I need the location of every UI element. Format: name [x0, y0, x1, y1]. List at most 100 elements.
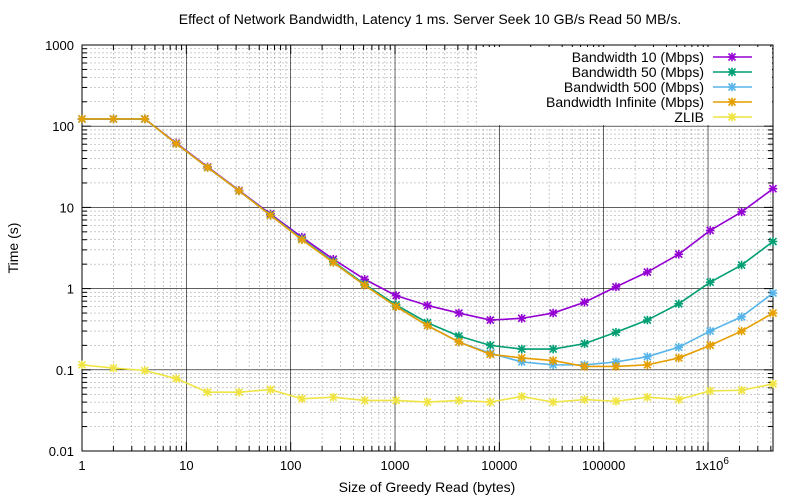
data-point	[580, 339, 589, 348]
data-point	[391, 396, 401, 405]
data-point	[705, 277, 715, 287]
data-point	[391, 291, 401, 300]
chart-title: Effect of Network Bandwidth, Latency 1 m…	[179, 11, 681, 27]
data-point	[580, 395, 589, 404]
data-point	[674, 299, 684, 309]
data-point	[611, 396, 621, 406]
data-point	[674, 353, 684, 363]
data-point	[580, 362, 589, 371]
data-point	[454, 308, 464, 318]
data-point	[737, 260, 746, 270]
data-point	[643, 392, 652, 402]
data-point	[77, 360, 87, 370]
series-4	[77, 360, 778, 407]
data-point	[77, 114, 87, 124]
ticks: 0.01 0.1 1 10 100 1000 1 10 100 1000 10000 100000 1x…	[45, 38, 773, 473]
x-tick-label: 100	[280, 458, 302, 473]
data-point	[423, 321, 432, 330]
data-point	[517, 314, 527, 323]
data-point	[737, 326, 746, 336]
legend-label: Bandwidth Infinite (Mbps)	[546, 94, 704, 110]
data-point	[486, 315, 495, 325]
data-point	[705, 326, 715, 336]
data-point	[328, 258, 338, 267]
data-point	[705, 226, 715, 235]
data-point	[486, 397, 495, 407]
data-point	[548, 397, 558, 407]
data-point	[109, 363, 118, 373]
plot-frame	[81, 44, 774, 452]
data-point	[171, 139, 181, 148]
y-tick-label: 100	[52, 119, 74, 134]
data-point	[328, 392, 338, 402]
data-point	[611, 327, 621, 337]
data-point	[109, 114, 118, 124]
data-point	[266, 385, 275, 394]
data-point	[234, 387, 244, 397]
legend-marker	[727, 112, 737, 122]
data-point	[360, 396, 369, 405]
data-point	[768, 288, 778, 298]
x-tick-label: 10000	[481, 458, 517, 473]
data-point	[580, 297, 589, 307]
data-point	[423, 301, 432, 310]
series-layer	[77, 114, 778, 407]
x-tick-label: 100000	[582, 458, 625, 473]
y-tick-label: 1000	[45, 38, 74, 53]
data-point	[517, 353, 527, 363]
series-line	[82, 118, 774, 321]
data-point	[548, 344, 558, 354]
y-axis-title: Time (s)	[5, 223, 21, 274]
data-point	[768, 237, 778, 246]
data-point	[454, 337, 464, 347]
series-line	[82, 118, 774, 350]
data-point	[674, 395, 684, 404]
data-point	[674, 249, 684, 259]
series-3	[77, 114, 778, 371]
series-line	[81, 364, 774, 403]
data-point	[423, 397, 432, 407]
data-point	[548, 356, 558, 365]
legend-label: Bandwidth 500 (Mbps)	[564, 79, 704, 95]
data-point	[297, 394, 307, 404]
data-point	[548, 308, 558, 318]
grid	[81, 45, 773, 452]
data-point	[140, 114, 150, 124]
legend-marker	[727, 67, 737, 77]
x-tick-label: 1x106	[695, 456, 729, 473]
data-point	[297, 235, 307, 245]
data-point	[171, 374, 181, 383]
y-tick-label: 0.01	[49, 444, 74, 459]
data-point	[768, 379, 778, 389]
data-point	[737, 207, 746, 217]
data-point	[611, 362, 621, 371]
data-point	[737, 312, 746, 322]
series-0	[77, 114, 778, 325]
legend-label: Bandwidth 50 (Mbps)	[572, 64, 704, 80]
x-tick-label: 10	[179, 458, 193, 473]
data-point	[391, 302, 401, 311]
data-point	[360, 280, 369, 290]
data-point	[454, 396, 464, 405]
data-point	[674, 342, 684, 352]
data-point	[737, 385, 746, 395]
data-point	[705, 386, 715, 396]
legend-marker	[727, 82, 737, 92]
data-point	[203, 387, 212, 397]
x-tick-label: 1	[78, 458, 85, 473]
data-point	[486, 341, 495, 350]
legend: Bandwidth 10 (Mbps)Bandwidth 50 (Mbps)Ba…	[546, 49, 752, 125]
x-tick-label: 1000	[381, 458, 410, 473]
y-tick-label: 0.1	[56, 363, 74, 378]
legend-label: Bandwidth 10 (Mbps)	[572, 49, 704, 65]
data-point	[266, 210, 275, 220]
data-point	[517, 344, 527, 354]
data-point	[611, 282, 621, 292]
data-point	[643, 315, 652, 325]
data-point	[234, 186, 244, 196]
legend-marker	[727, 97, 737, 107]
y-tick-label: 10	[60, 200, 74, 215]
legend-background	[478, 47, 772, 125]
y-tick-label: 1	[67, 282, 74, 297]
